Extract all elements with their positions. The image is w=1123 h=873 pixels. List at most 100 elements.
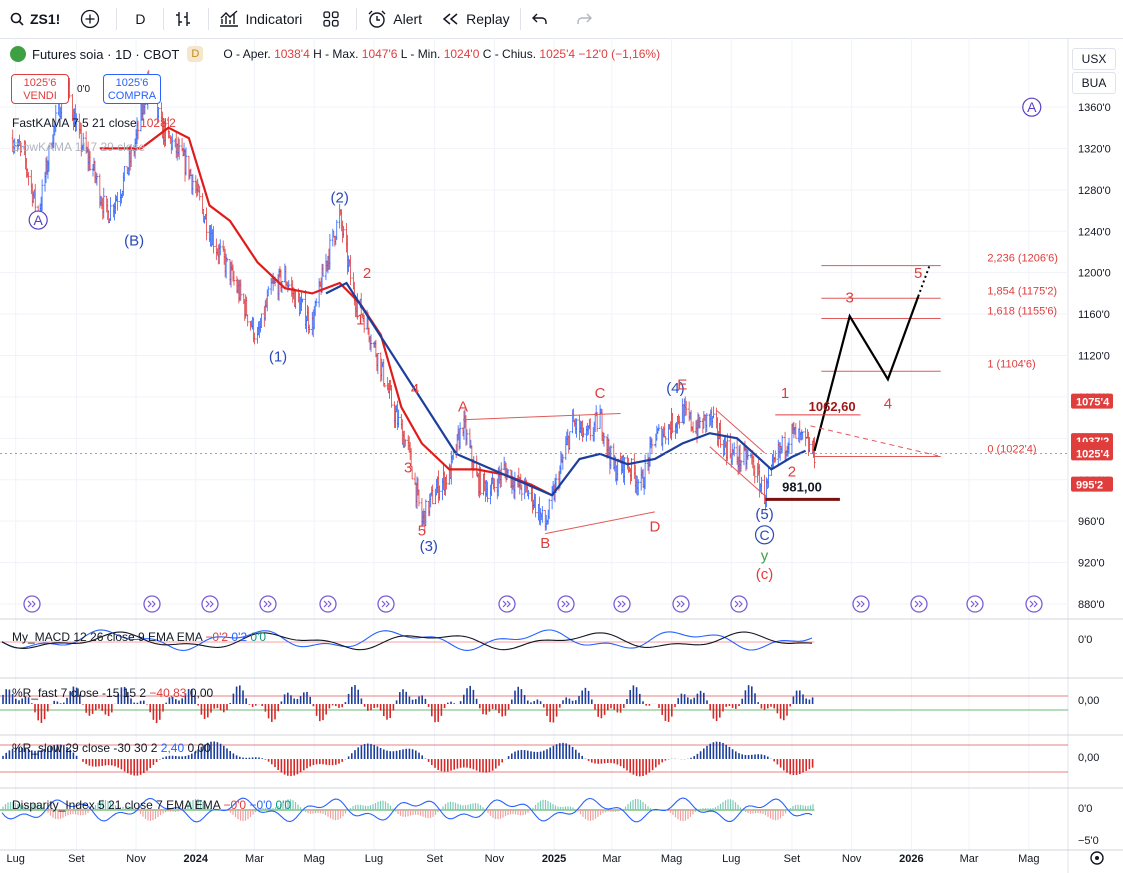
alert-button[interactable]: Alert xyxy=(357,0,432,38)
candle xyxy=(486,481,489,503)
price-axis[interactable]: 1360'0 1320'0 1280'0 1240'0 1200'0 1160'0 1120… xyxy=(1071,102,1113,611)
event-marker-icon xyxy=(730,595,748,613)
high-label: H - Max. xyxy=(313,47,359,61)
price-tag: 995'2 xyxy=(1071,476,1113,492)
fast-kama-line xyxy=(99,126,553,497)
candle xyxy=(335,219,338,240)
macd-value-3: 0'0 xyxy=(250,630,267,644)
event-marker-icon xyxy=(377,595,395,613)
interval-button[interactable]: D xyxy=(117,0,163,38)
triangle-upper-line xyxy=(463,412,621,421)
legend-badge: D xyxy=(187,46,204,62)
layouts-button[interactable] xyxy=(312,0,356,38)
drawings-layer[interactable]: 2,236 (1206'6) 1,854 (1175'2) 1,618 (1155'… xyxy=(0,253,1068,535)
redo-button[interactable] xyxy=(565,0,609,38)
candle xyxy=(246,314,249,327)
candle xyxy=(369,334,373,352)
candle xyxy=(719,419,722,448)
chart-type-button[interactable] xyxy=(164,0,208,38)
pane-separators xyxy=(0,618,1123,851)
unit-selector[interactable]: BUA xyxy=(1072,72,1116,94)
candle xyxy=(801,431,804,440)
event-marker-icon xyxy=(201,595,219,613)
time-axis[interactable]: Lug Set Nov 2024 Mar Mag Lug Set Nov 2025 Mar Mag Lu… xyxy=(6,851,1104,865)
price-tick-label: 1320'0 xyxy=(1078,143,1111,155)
circled-wave-label: A xyxy=(1022,97,1042,117)
candle xyxy=(732,442,736,457)
disparity-axis-value-2: −5'0 xyxy=(1078,835,1099,847)
disparity-legend[interactable]: Disparity_Index 5 21 close 7 EMA EMA −0'… xyxy=(12,798,291,812)
candle xyxy=(397,409,400,428)
toolbar-divider xyxy=(208,8,210,30)
disparity-line xyxy=(1,797,813,823)
candle xyxy=(171,133,174,151)
sell-button[interactable]: 1025'6 VENDI xyxy=(11,74,69,104)
candle xyxy=(109,197,112,221)
candle xyxy=(712,406,715,419)
candle xyxy=(232,270,236,286)
symbol-search-button[interactable]: ZS1! xyxy=(0,0,70,38)
buy-button[interactable]: 1025'6 COMPRA xyxy=(103,74,161,104)
candle xyxy=(774,450,777,463)
macd-legend[interactable]: My_MACD 12 26 close 9 EMA EMA −0'2 0'2 0… xyxy=(12,630,266,644)
candle xyxy=(445,474,448,490)
time-tick-label: Mag xyxy=(661,853,682,865)
candle xyxy=(116,192,119,211)
candle xyxy=(219,239,222,256)
candle xyxy=(630,458,633,482)
disparity-value-2: −0'0 xyxy=(249,798,273,812)
event-marker-icon xyxy=(966,595,984,613)
candle xyxy=(520,484,523,501)
price-tick-label: 880'0 xyxy=(1078,599,1105,611)
indicators-button[interactable]: Indicatori xyxy=(209,0,312,38)
rslow-legend[interactable]: %R_slow 29 close -30 30 2 2,40 0,00 xyxy=(12,741,211,755)
candle xyxy=(253,332,256,345)
fast-kama-legend[interactable]: FastKAMA 7 5 21 close 1028'2 xyxy=(12,116,176,130)
candle xyxy=(34,183,37,216)
candle xyxy=(595,412,599,432)
open-label: O - Aper. xyxy=(223,47,271,61)
wave-label: C xyxy=(595,385,606,402)
price-chart[interactable]: 2,236 (1206'6) 1,854 (1175'2) 1,618 (1155'… xyxy=(0,38,1123,873)
currency-selector[interactable]: USX xyxy=(1072,48,1116,70)
candle xyxy=(671,412,674,434)
settings-gear-icon[interactable] xyxy=(1090,851,1104,865)
price-tag-label: 1025'4 xyxy=(1076,448,1110,460)
rslow-label: %R_slow 29 close -30 30 2 xyxy=(12,741,158,755)
candle xyxy=(88,151,92,171)
replay-label: Replay xyxy=(466,11,510,27)
candle xyxy=(338,203,341,229)
wedge-upper-line xyxy=(716,410,765,454)
candle xyxy=(691,421,695,434)
indicator-panes xyxy=(0,629,1068,823)
candle xyxy=(157,107,160,119)
slow-kama-legend[interactable]: SlowKAMA 11 7 29 close xyxy=(12,140,145,154)
wave-label: (c) xyxy=(756,566,774,583)
open-value: 1038'4 xyxy=(274,47,310,61)
candle xyxy=(598,404,602,429)
undo-button[interactable] xyxy=(521,0,565,38)
candle xyxy=(616,458,619,481)
time-tick-label: Set xyxy=(68,853,85,865)
candle xyxy=(589,418,592,441)
candle xyxy=(198,185,201,201)
candle xyxy=(40,179,44,212)
disparity-axis-value: 0'0 xyxy=(1078,803,1093,815)
interval-label: D xyxy=(135,11,146,27)
circled-wave-label: C xyxy=(754,525,775,545)
candle xyxy=(410,466,414,480)
candle xyxy=(685,400,688,416)
replay-button[interactable]: Replay xyxy=(432,0,520,38)
fib-level-label: 1,854 (1175'2) xyxy=(987,285,1057,297)
time-tick-label: Lug xyxy=(722,853,740,865)
compare-button[interactable] xyxy=(70,0,116,38)
time-tick-label: Mar xyxy=(602,853,621,865)
wave-label: D xyxy=(649,519,660,536)
event-marker-icon xyxy=(23,595,41,613)
wave-label: 3 xyxy=(846,290,854,307)
wave-label: 4 xyxy=(411,381,419,398)
time-tick-label: Lug xyxy=(365,853,383,865)
rfast-legend[interactable]: %R_fast 7 close -15 15 2 −40,83 0,00 xyxy=(12,686,213,700)
price-tick-label: 1160'0 xyxy=(1078,309,1110,321)
wave-label: 1 xyxy=(356,311,364,328)
